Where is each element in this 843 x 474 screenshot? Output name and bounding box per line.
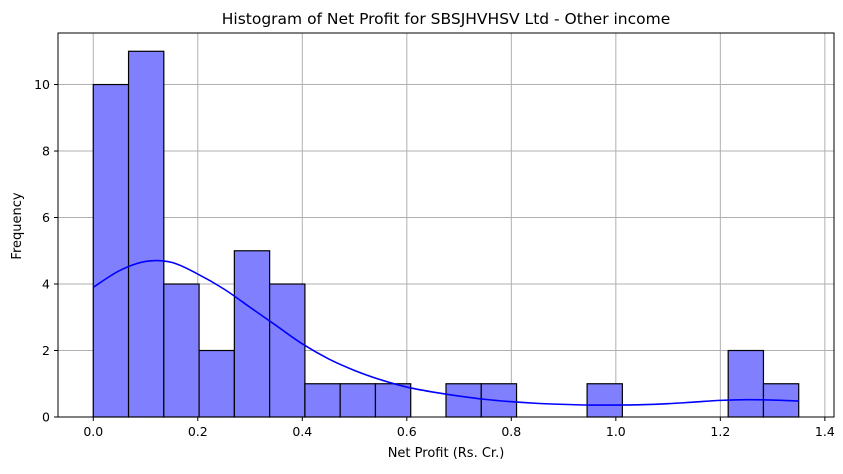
histogram-bar	[198, 349, 235, 418]
histogram-bar	[233, 250, 271, 418]
histogram-bars	[92, 50, 800, 418]
y-tick-label: 4	[42, 277, 50, 292]
histogram-bar	[269, 283, 306, 418]
x-tick-label: 1.0	[606, 424, 626, 439]
kde-line	[92, 259, 799, 406]
x-tick-label: 0.4	[292, 424, 312, 439]
x-axis-label: Net Profit (Rs. Cr.)	[388, 446, 505, 461]
x-axis-ticks: 0.0 0.2 0.4 0.6 0.8 1.0 1.2 1.4	[83, 417, 835, 439]
histogram-bar	[339, 383, 377, 418]
x-tick-label: 0.6	[397, 424, 417, 439]
x-tick-label: 1.2	[710, 424, 730, 439]
histogram-bar	[127, 50, 165, 418]
histogram-bar	[304, 383, 341, 418]
x-tick-label: 1.4	[815, 424, 835, 439]
y-tick-label: 0	[42, 410, 50, 425]
y-tick-label: 10	[34, 77, 50, 92]
histogram-bar	[445, 383, 482, 418]
kde-curve	[92, 259, 799, 406]
chart-title: Histogram of Net Profit for SBSJHVHSV Lt…	[222, 10, 671, 28]
histogram-bar	[92, 83, 130, 418]
x-tick-label: 0.0	[83, 424, 103, 439]
y-tick-label: 8	[42, 144, 50, 159]
y-axis-ticks: 0 2 4 6 8 10	[34, 77, 58, 425]
histogram-bar	[727, 349, 765, 418]
histogram-bar	[374, 383, 412, 418]
plot-frame	[57, 32, 835, 418]
y-axis-label: Frequency	[10, 192, 25, 259]
x-tick-label: 0.2	[188, 424, 208, 439]
y-tick-label: 6	[42, 210, 50, 225]
y-tick-label: 2	[42, 343, 50, 358]
histogram-bar	[163, 283, 200, 418]
x-tick-label: 0.8	[501, 424, 521, 439]
histogram-bar	[586, 383, 623, 418]
